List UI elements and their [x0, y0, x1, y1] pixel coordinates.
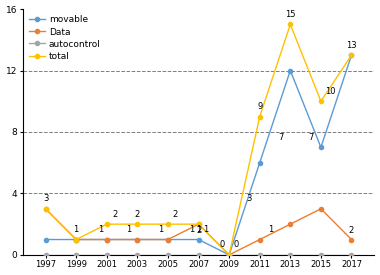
- Text: 2: 2: [349, 226, 354, 235]
- Line: autocontrol: autocontrol: [43, 253, 353, 257]
- Text: 1: 1: [127, 225, 131, 234]
- Text: 10: 10: [325, 87, 336, 96]
- Data: [74, 238, 78, 241]
- autocontrol: [196, 253, 201, 257]
- Text: 0: 0: [220, 240, 225, 249]
- Data: [105, 238, 109, 241]
- movable: [105, 238, 109, 241]
- total: [257, 115, 262, 118]
- total: [227, 253, 231, 257]
- autocontrol: [105, 253, 109, 257]
- total: [318, 100, 323, 103]
- Text: 2: 2: [112, 210, 118, 219]
- movable: [135, 238, 139, 241]
- movable: [227, 253, 231, 257]
- Text: 1: 1: [73, 225, 79, 234]
- autocontrol: [288, 253, 293, 257]
- Text: 7: 7: [278, 133, 283, 142]
- movable: [43, 238, 48, 241]
- movable: [166, 238, 170, 241]
- Legend: movable, Data, autocontrol, total: movable, Data, autocontrol, total: [27, 13, 103, 63]
- Text: 2: 2: [172, 210, 177, 219]
- Text: 3: 3: [43, 194, 48, 203]
- Text: 1: 1: [98, 225, 104, 234]
- total: [196, 222, 201, 226]
- Line: Data: Data: [43, 207, 353, 257]
- total: [74, 238, 78, 241]
- Data: [196, 222, 201, 226]
- total: [166, 222, 170, 226]
- Line: total: total: [43, 22, 353, 257]
- Text: 13: 13: [346, 41, 357, 50]
- Data: [349, 238, 354, 241]
- movable: [318, 146, 323, 149]
- movable: [196, 238, 201, 241]
- autocontrol: [43, 253, 48, 257]
- Text: 1: 1: [196, 225, 201, 234]
- Text: 2: 2: [135, 210, 140, 219]
- movable: [349, 54, 354, 57]
- Text: 15: 15: [285, 10, 296, 19]
- Data: [288, 222, 293, 226]
- Text: 1: 1: [158, 225, 164, 234]
- movable: [74, 238, 78, 241]
- Text: 1: 1: [203, 225, 208, 234]
- Data: [257, 238, 262, 241]
- autocontrol: [74, 253, 78, 257]
- Text: 7: 7: [309, 133, 314, 142]
- Data: [318, 207, 323, 210]
- autocontrol: [135, 253, 139, 257]
- total: [135, 222, 139, 226]
- total: [43, 207, 48, 210]
- autocontrol: [349, 253, 354, 257]
- Text: 2: 2: [196, 226, 201, 235]
- Text: 9: 9: [257, 102, 262, 111]
- movable: [288, 69, 293, 72]
- autocontrol: [318, 253, 323, 257]
- Text: 0: 0: [233, 240, 239, 249]
- Text: 1: 1: [268, 225, 274, 234]
- autocontrol: [227, 253, 231, 257]
- Text: 1: 1: [189, 225, 194, 234]
- autocontrol: [257, 253, 262, 257]
- total: [105, 222, 109, 226]
- Data: [166, 238, 170, 241]
- Line: movable: movable: [43, 53, 353, 257]
- Data: [227, 253, 231, 257]
- Text: 3: 3: [246, 194, 251, 203]
- Data: [43, 207, 48, 210]
- Data: [135, 238, 139, 241]
- total: [288, 23, 293, 26]
- movable: [257, 161, 262, 164]
- total: [349, 54, 354, 57]
- autocontrol: [166, 253, 170, 257]
